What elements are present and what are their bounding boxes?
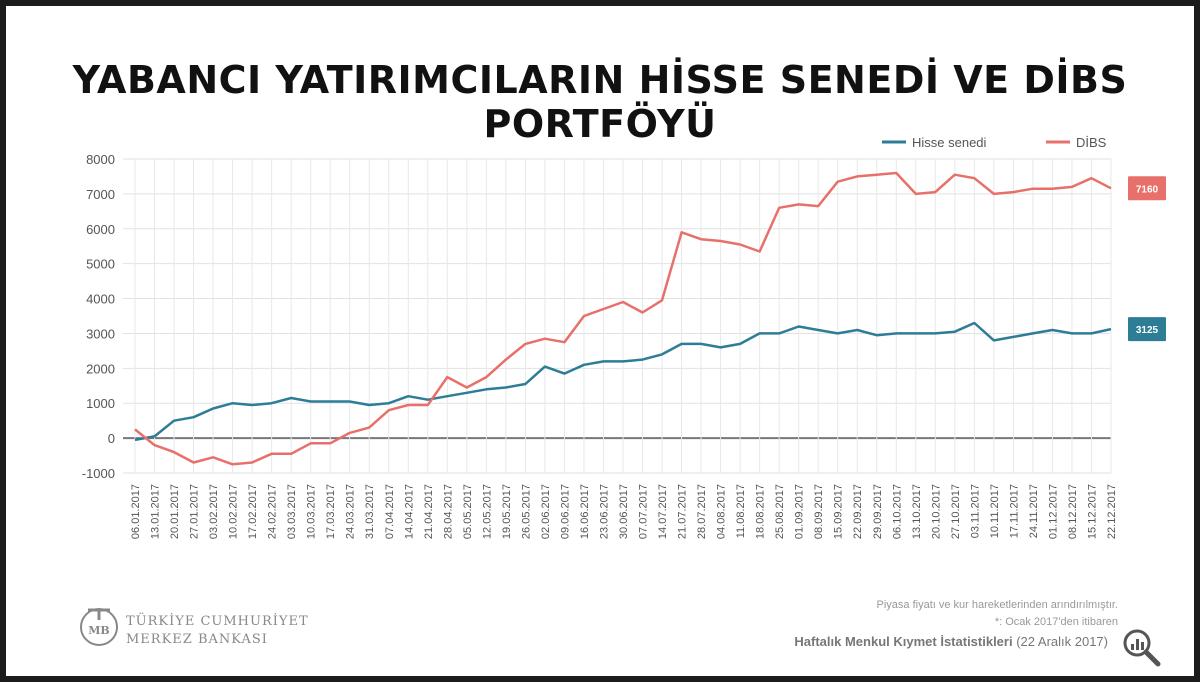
y-tick-label: 5000 [86,257,115,272]
y-tick-label: 3000 [86,326,115,341]
footnote-2: *: Ocak 2017'den itibaren [994,616,1118,628]
x-tick-label: 02.06.2017 [540,484,552,539]
x-tick-label: 07.04.2017 [384,484,396,539]
y-tick-label: 1000 [86,396,115,411]
x-tick-label: 17.03.2017 [325,484,337,539]
end-label-badge [1128,176,1166,201]
logo-text-line2: MERKEZ BANKASI [126,632,268,647]
chart-legend: Hisse senedi DİBS [882,135,1107,150]
x-tick-label: 17.11.2017 [1008,484,1020,538]
x-tick-label: 24.11.2017 [1028,484,1040,538]
y-tick-label: 2000 [86,361,115,376]
x-tick-label: 27.10.2017 [950,484,962,539]
source-title: Haftalık Menkul Kıymet İstatistikleri [794,634,1013,649]
x-tick-label: 14.04.2017 [403,484,415,539]
legend-label: Hisse senedi [912,135,987,150]
x-tick-label: 27.01.2017 [189,484,201,539]
y-tick-label: 6000 [86,222,115,237]
x-tick-label: 21.07.2017 [677,484,689,539]
x-tick-label: 29.09.2017 [872,484,884,539]
tcmb-logo-icon: MB [80,608,118,646]
x-tick-label: 06.10.2017 [891,484,903,539]
x-tick-label: 28.04.2017 [442,484,454,539]
x-tick-label: 01.09.2017 [794,484,806,539]
x-tick-label: 08.09.2017 [813,484,825,539]
line-chart: 8000 7000 6000 5000 4000 3000 2000 1000 0 -1000 06… [82,135,1166,539]
x-tick-label: 31.03.2017 [364,484,376,539]
series-line-dibs [134,171,1112,466]
x-tick-label: 15.12.2017 [1086,484,1098,539]
end-label-text: 3125 [1136,325,1159,336]
x-tick-label: 10.03.2017 [306,484,318,539]
x-tick-label: 22.09.2017 [852,484,864,539]
x-tick-label: 24.02.2017 [267,484,279,539]
x-tick-label: 14.07.2017 [657,484,669,539]
tcmb-logo: MB TÜRKİYE CUMHURİYET MERKEZ BANKASI [76,604,308,654]
source-note: Haftalık Menkul Kıymet İstatistikleri (2… [794,634,1108,649]
x-tick-label: 13.01.2017 [150,484,162,539]
slide: YABANCI YATIRIMCILARIN HİSSE SENEDİ VE D… [6,6,1194,676]
y-tick-label: 0 [108,431,115,446]
x-tick-label: 20.10.2017 [930,484,942,539]
x-tick-label: 10.02.2017 [228,484,240,539]
chart-axes: 8000 7000 6000 5000 4000 3000 2000 1000 0 -1000 06… [82,152,1118,539]
chart-series [134,171,1112,466]
x-tick-label: 06.01.2017 [130,484,142,539]
logo-text-line1: TÜRKİYE CUMHURİYET [126,614,309,629]
x-tick-label: 15.09.2017 [833,484,845,539]
y-tick-label: -1000 [82,466,115,481]
x-tick-label: 19.05.2017 [501,484,513,539]
x-tick-label: 05.05.2017 [462,484,474,539]
x-tick-label: 10.11.2017 [989,484,1001,538]
y-tick-label: 8000 [86,152,115,167]
x-tick-label: 23.06.2017 [598,484,610,539]
end-labels: 3125 7160 [1128,176,1166,342]
footnote-1: Piyasa fiyatı ve kur hareketlerinden arı… [876,599,1119,611]
x-tick-label: 03.02.2017 [208,484,220,539]
svg-text:MB: MB [88,624,109,637]
y-tick-label: 7000 [86,187,115,202]
end-label-badge [1128,317,1166,342]
x-tick-label: 21.04.2017 [423,484,435,539]
x-tick-label: 08.12.2017 [1067,484,1079,539]
x-tick-label: 11.08.2017 [735,484,747,538]
x-tick-label: 26.05.2017 [520,484,532,539]
x-tick-label: 03.11.2017 [969,484,981,538]
y-tick-label: 4000 [86,292,115,307]
x-tick-label: 13.10.2017 [911,484,923,539]
x-tick-label: 07.07.2017 [638,484,650,539]
x-tick-label: 12.05.2017 [481,484,493,539]
x-tick-label: 04.08.2017 [716,484,728,539]
x-tick-label: 09.06.2017 [559,484,571,539]
x-tick-label: 17.02.2017 [247,484,259,539]
end-label-text: 7160 [1136,184,1159,195]
legend-label: DİBS [1076,135,1107,150]
x-tick-label: 03.03.2017 [286,484,298,539]
x-tick-label: 25.08.2017 [774,484,786,539]
x-tick-label: 16.06.2017 [579,484,591,539]
x-tick-label: 20.01.2017 [169,484,181,539]
x-tick-label: 18.08.2017 [755,484,767,539]
x-tick-label: 22.12.2017 [1106,484,1118,539]
source-date: (22 Aralık 2017) [1016,634,1108,649]
x-tick-label: 28.07.2017 [696,484,708,539]
x-tick-label: 01.12.2017 [1047,484,1059,539]
page-title: YABANCI YATIRIMCILARIN HİSSE SENEDİ VE D… [72,58,1128,146]
magnifier-chart-icon [1123,629,1161,667]
x-tick-label: 24.03.2017 [345,484,357,539]
chart-grid [123,158,1112,474]
series-line-hisse-senedi [134,321,1112,442]
x-tick-label: 30.06.2017 [618,484,630,539]
